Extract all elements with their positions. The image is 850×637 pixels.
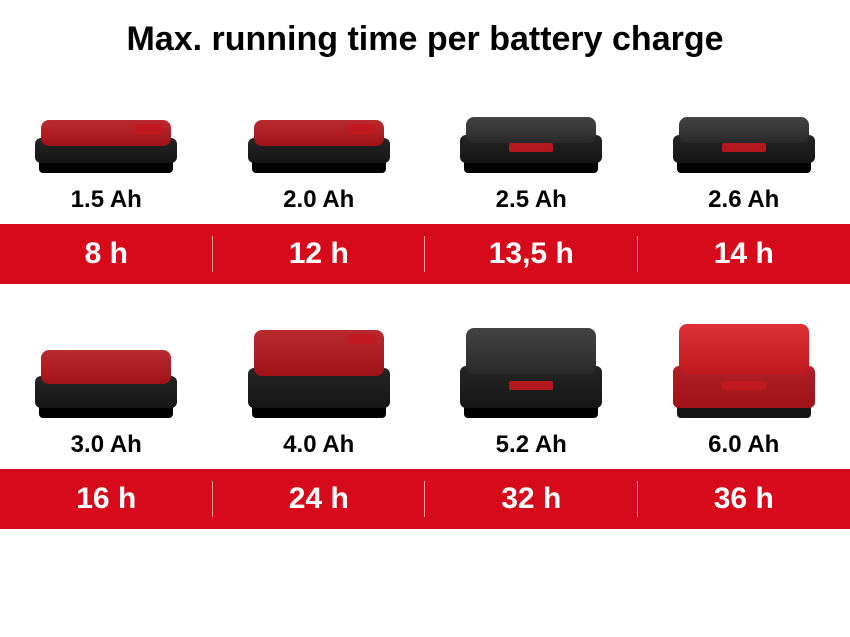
battery-row-1: 1.5 Ah 2.0 Ah xyxy=(0,69,850,224)
runtime-row-2: 16 h 24 h 32 h 36 h xyxy=(0,469,850,529)
battery-icon xyxy=(244,328,394,423)
capacity-label: 4.0 Ah xyxy=(283,431,354,459)
row-group-2: 3.0 Ah 4.0 Ah xyxy=(0,314,850,529)
battery-row-2: 3.0 Ah 4.0 Ah xyxy=(0,314,850,469)
battery-icon xyxy=(669,322,819,423)
battery-icon xyxy=(31,118,181,178)
battery-cell: 6.0 Ah xyxy=(638,314,850,469)
capacity-label: 1.5 Ah xyxy=(71,186,142,214)
battery-icon xyxy=(456,326,606,423)
page-title: Max. running time per battery charge xyxy=(0,0,850,69)
runtime-row-1: 8 h 12 h 13,5 h 14 h xyxy=(0,224,850,284)
row-spacer xyxy=(0,284,850,314)
runtime-value: 24 h xyxy=(213,469,426,529)
runtime-value: 14 h xyxy=(638,224,850,284)
runtime-value: 16 h xyxy=(0,469,213,529)
capacity-label: 2.6 Ah xyxy=(708,186,779,214)
battery-cell: 2.6 Ah xyxy=(638,69,850,224)
battery-cell: 4.0 Ah xyxy=(213,314,426,469)
battery-icon xyxy=(244,118,394,178)
row-group-1: 1.5 Ah 2.0 Ah xyxy=(0,69,850,284)
battery-runtime-infographic: Max. running time per battery charge 1.5… xyxy=(0,0,850,637)
capacity-label: 2.0 Ah xyxy=(283,186,354,214)
capacity-label: 6.0 Ah xyxy=(708,431,779,459)
battery-cell: 1.5 Ah xyxy=(0,69,213,224)
battery-cell: 2.5 Ah xyxy=(425,69,638,224)
capacity-label: 2.5 Ah xyxy=(496,186,567,214)
capacity-label: 3.0 Ah xyxy=(71,431,142,459)
runtime-value: 13,5 h xyxy=(425,224,638,284)
battery-cell: 2.0 Ah xyxy=(213,69,426,224)
capacity-label: 5.2 Ah xyxy=(496,431,567,459)
battery-cell: 3.0 Ah xyxy=(0,314,213,469)
battery-icon xyxy=(31,348,181,423)
battery-icon xyxy=(669,115,819,178)
runtime-value: 32 h xyxy=(425,469,638,529)
runtime-value: 36 h xyxy=(638,469,850,529)
battery-icon xyxy=(456,115,606,178)
runtime-value: 8 h xyxy=(0,224,213,284)
battery-cell: 5.2 Ah xyxy=(425,314,638,469)
runtime-value: 12 h xyxy=(213,224,426,284)
